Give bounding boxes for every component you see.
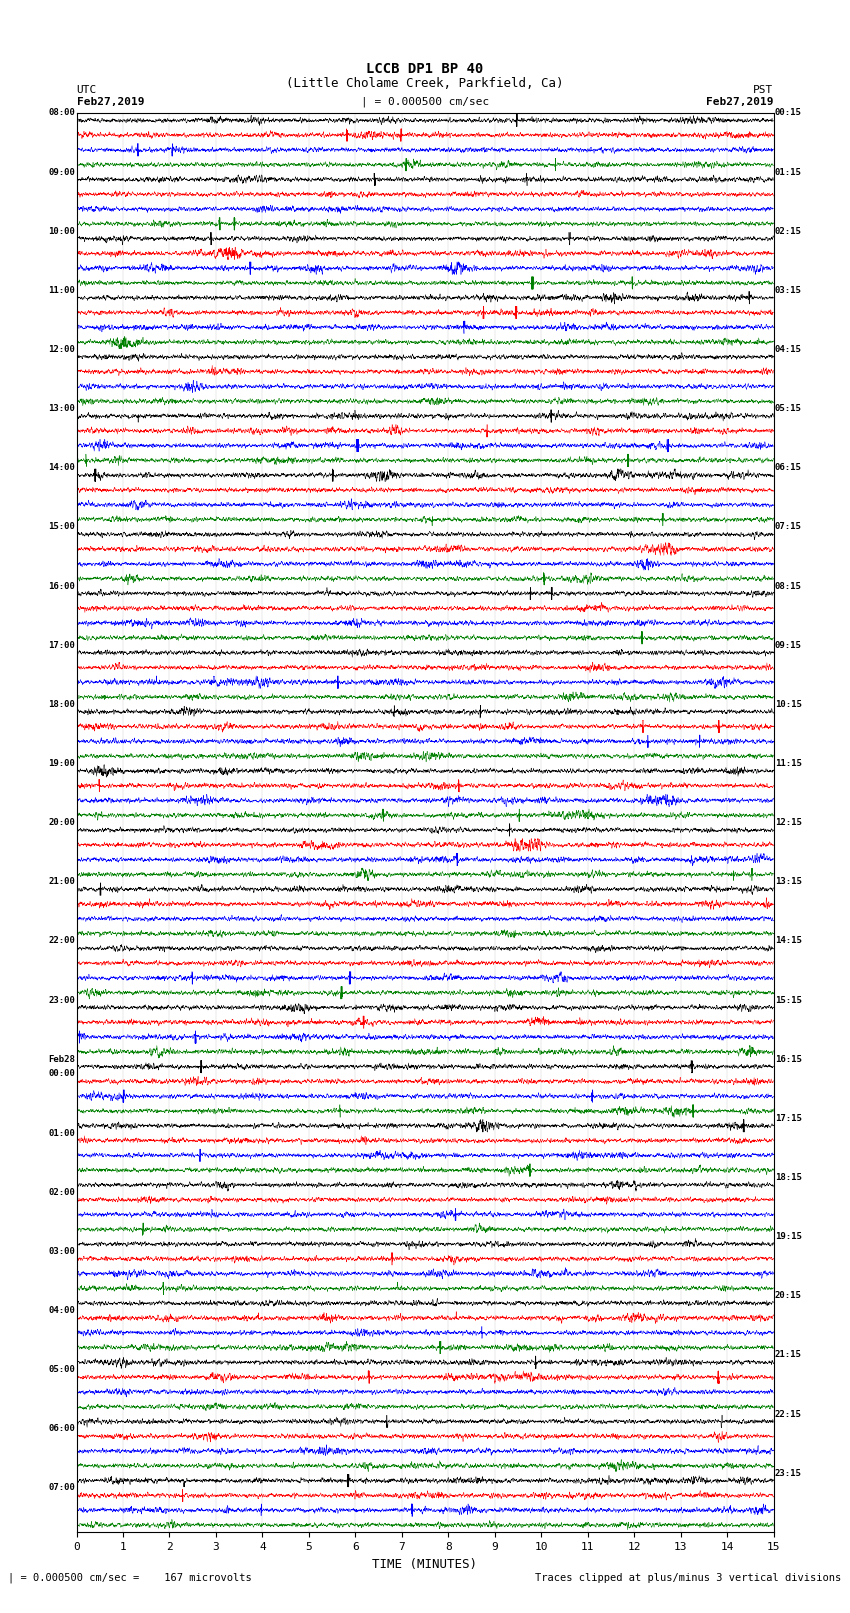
Text: 16:15: 16:15: [775, 1055, 802, 1063]
Text: 19:15: 19:15: [775, 1232, 802, 1240]
Text: 00:15: 00:15: [775, 108, 802, 118]
Text: 05:15: 05:15: [775, 405, 802, 413]
Text: 19:00: 19:00: [48, 760, 75, 768]
Text: 09:00: 09:00: [48, 168, 75, 176]
Text: 23:00: 23:00: [48, 995, 75, 1005]
Text: 08:15: 08:15: [775, 582, 802, 590]
Text: LCCB DP1 BP 40: LCCB DP1 BP 40: [366, 61, 484, 76]
Text: Feb27,2019: Feb27,2019: [706, 97, 774, 106]
Text: | = 0.000500 cm/sec =    167 microvolts: | = 0.000500 cm/sec = 167 microvolts: [8, 1573, 252, 1582]
Text: (Little Cholame Creek, Parkfield, Ca): (Little Cholame Creek, Parkfield, Ca): [286, 76, 564, 90]
X-axis label: TIME (MINUTES): TIME (MINUTES): [372, 1558, 478, 1571]
Text: 05:00: 05:00: [48, 1365, 75, 1374]
Text: 17:15: 17:15: [775, 1115, 802, 1123]
Text: 07:00: 07:00: [48, 1484, 75, 1492]
Text: 02:00: 02:00: [48, 1187, 75, 1197]
Text: Feb28: Feb28: [48, 1055, 75, 1063]
Text: 01:15: 01:15: [775, 168, 802, 176]
Text: 20:15: 20:15: [775, 1292, 802, 1300]
Text: 11:15: 11:15: [775, 760, 802, 768]
Text: 12:00: 12:00: [48, 345, 75, 353]
Text: 15:15: 15:15: [775, 995, 802, 1005]
Text: UTC: UTC: [76, 85, 97, 95]
Text: 06:15: 06:15: [775, 463, 802, 473]
Text: 10:15: 10:15: [775, 700, 802, 708]
Text: 23:15: 23:15: [775, 1469, 802, 1478]
Text: 14:00: 14:00: [48, 463, 75, 473]
Text: 03:00: 03:00: [48, 1247, 75, 1257]
Text: 03:15: 03:15: [775, 286, 802, 295]
Text: 18:15: 18:15: [775, 1173, 802, 1182]
Text: 08:00: 08:00: [48, 108, 75, 118]
Text: 12:15: 12:15: [775, 818, 802, 827]
Text: 18:00: 18:00: [48, 700, 75, 708]
Text: 11:00: 11:00: [48, 286, 75, 295]
Text: 00:00: 00:00: [48, 1069, 75, 1079]
Text: 04:00: 04:00: [48, 1307, 75, 1315]
Text: Feb27,2019: Feb27,2019: [76, 97, 144, 106]
Text: 21:15: 21:15: [775, 1350, 802, 1360]
Text: 22:00: 22:00: [48, 937, 75, 945]
Text: Traces clipped at plus/minus 3 vertical divisions: Traces clipped at plus/minus 3 vertical …: [536, 1573, 842, 1582]
Text: 15:00: 15:00: [48, 523, 75, 531]
Text: 01:00: 01:00: [48, 1129, 75, 1137]
Text: 02:15: 02:15: [775, 227, 802, 235]
Text: 13:15: 13:15: [775, 877, 802, 886]
Text: 13:00: 13:00: [48, 405, 75, 413]
Text: 22:15: 22:15: [775, 1410, 802, 1418]
Text: 06:00: 06:00: [48, 1424, 75, 1434]
Text: 07:15: 07:15: [775, 523, 802, 531]
Text: | = 0.000500 cm/sec: | = 0.000500 cm/sec: [361, 97, 489, 106]
Text: PST: PST: [753, 85, 774, 95]
Text: 21:00: 21:00: [48, 877, 75, 886]
Text: 09:15: 09:15: [775, 640, 802, 650]
Text: 14:15: 14:15: [775, 937, 802, 945]
Text: 20:00: 20:00: [48, 818, 75, 827]
Text: 10:00: 10:00: [48, 227, 75, 235]
Text: 04:15: 04:15: [775, 345, 802, 353]
Text: 16:00: 16:00: [48, 582, 75, 590]
Text: 17:00: 17:00: [48, 640, 75, 650]
